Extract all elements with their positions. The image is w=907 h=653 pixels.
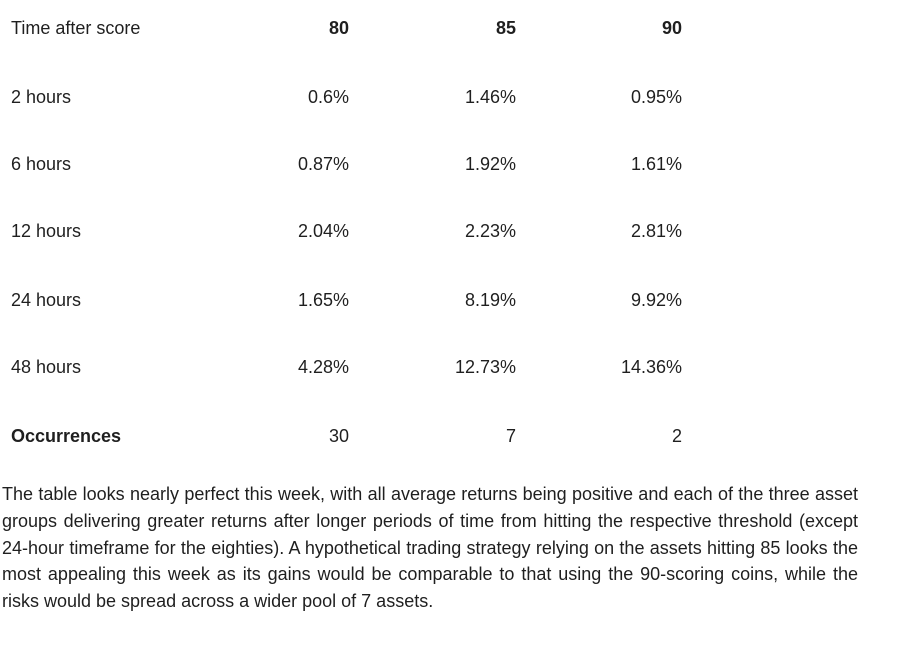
cell-value: 1.65% (297, 290, 349, 310)
table-row: 2 hours 0.6% 1.46% 0.95% (0, 82, 700, 112)
row-label: 12 hours (11, 221, 82, 241)
row-label: 6 hours (11, 154, 72, 174)
cell-value: 2.81% (630, 221, 682, 241)
table-footer-row: Occurrences 30 7 2 (0, 421, 700, 451)
cell-value: 2.23% (464, 221, 516, 241)
header-col-80: 80 (328, 18, 349, 38)
cell-value: 7 (505, 426, 516, 446)
cell-value: 1.46% (464, 87, 516, 107)
cell-value: 30 (328, 426, 349, 446)
cell-value: 1.61% (630, 154, 682, 174)
cell-value: 2 (671, 426, 682, 446)
cell-value: 2.04% (297, 221, 349, 241)
table-row: 24 hours 1.65% 8.19% 9.92% (0, 285, 700, 315)
cell-value: 0.87% (297, 154, 349, 174)
cell-value: 1.92% (464, 154, 516, 174)
cell-value: 4.28% (297, 357, 349, 377)
header-col-90: 90 (661, 18, 682, 38)
summary-paragraph: The table looks nearly perfect this week… (2, 484, 858, 612)
footer-label: Occurrences (11, 426, 122, 446)
header-col-85: 85 (495, 18, 516, 38)
cell-value: 14.36% (620, 357, 682, 377)
cell-value: 9.92% (630, 290, 682, 310)
row-label: 24 hours (11, 290, 82, 310)
table-header-row: Time after score 80 85 90 (0, 13, 700, 43)
cell-value: 8.19% (464, 290, 516, 310)
table-row: 12 hours 2.04% 2.23% 2.81% (0, 216, 700, 246)
row-label: 2 hours (11, 87, 72, 107)
table-row: 6 hours 0.87% 1.92% 1.61% (0, 149, 700, 179)
header-label: Time after score (11, 18, 141, 38)
table-row: 48 hours 4.28% 12.73% 14.36% (0, 352, 700, 382)
cell-value: 0.95% (630, 87, 682, 107)
cell-value: 12.73% (454, 357, 516, 377)
row-label: 48 hours (11, 357, 82, 377)
cell-value: 0.6% (307, 87, 349, 107)
